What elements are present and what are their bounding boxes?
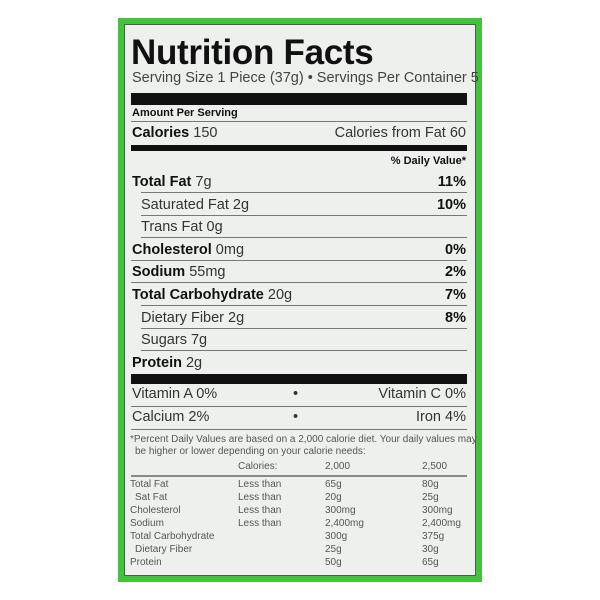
footer-2000-value: 65g bbox=[325, 479, 342, 490]
calories-from-fat: Calories from Fat 60 bbox=[334, 125, 466, 141]
footer-2500-value: 30g bbox=[422, 544, 439, 555]
footer-limit: Less than bbox=[238, 479, 282, 490]
nutrient-amount: 20g bbox=[267, 287, 293, 303]
footer-2000-value: 300g bbox=[325, 531, 348, 542]
nutrient-amount: 7g bbox=[195, 174, 212, 190]
nutrient-amount: 0mg bbox=[215, 241, 245, 258]
amount-per-serving: Amount Per Serving bbox=[132, 107, 238, 119]
vitamin-left: Calcium 2% bbox=[132, 409, 210, 425]
divider bbox=[131, 259, 467, 261]
nutrient-daily-value: 7% bbox=[445, 287, 466, 303]
nutrient-amount: 7g bbox=[190, 332, 208, 349]
nutrient-label: Sugars bbox=[141, 332, 187, 349]
nutrient-amount: 2g bbox=[228, 309, 245, 326]
nutrient-row: Trans Fat 0g bbox=[141, 219, 223, 235]
footer-divider bbox=[131, 475, 467, 477]
calories-label: Calories bbox=[132, 125, 190, 141]
footer-nutrient: Sodium bbox=[130, 518, 164, 529]
divider bbox=[141, 350, 467, 352]
vitamin-right: Vitamin C 0% bbox=[378, 386, 466, 402]
footer-2500: 2,500 bbox=[422, 461, 448, 472]
footnote-line-1: *Percent Daily Values are based on a 2,0… bbox=[130, 434, 477, 445]
footer-2500-value: 2,400mg bbox=[422, 518, 461, 529]
nutrient-label: Protein bbox=[132, 354, 182, 371]
nutrient-row: Protein 2g bbox=[132, 355, 202, 371]
nutrient-daily-value: 0% bbox=[445, 241, 466, 258]
footer-nutrient: Total Fat bbox=[130, 479, 169, 490]
nutrient-row: Total Carbohydrate 20g bbox=[132, 287, 292, 303]
nutrient-amount: 2g bbox=[185, 354, 203, 371]
footer-2500-value: 375g bbox=[422, 531, 445, 542]
divider bbox=[141, 237, 467, 239]
footer-2500-value: 25g bbox=[422, 492, 439, 503]
footer-nutrient: Total Carbohydrate bbox=[130, 531, 215, 542]
vitamin-left: Vitamin A 0% bbox=[132, 386, 218, 402]
divider bbox=[141, 305, 467, 306]
nutrient-daily-value: 2% bbox=[445, 264, 466, 281]
nutrient-amount: 2g bbox=[232, 196, 250, 213]
nutrient-label: Dietary Fiber bbox=[141, 309, 224, 326]
divider bbox=[131, 121, 467, 122]
nutrient-row: Sodium 55mg bbox=[132, 264, 225, 280]
footer-2000: 2,000 bbox=[325, 461, 351, 472]
nutrient-row: Total Fat 7g bbox=[132, 174, 212, 190]
nutrient-row: Sugars 7g bbox=[141, 332, 207, 348]
daily-value-header: % Daily Value* bbox=[390, 155, 466, 167]
nutrient-label: Total Fat bbox=[132, 174, 192, 190]
calories-row: Calories 150 bbox=[132, 125, 217, 141]
footer-calories-label: Calories: bbox=[238, 461, 278, 472]
footer-2500-value: 300mg bbox=[422, 505, 453, 516]
footer-nutrient: Sat Fat bbox=[135, 492, 168, 503]
footer-nutrient: Protein bbox=[130, 557, 162, 568]
nutrient-label: Cholesterol bbox=[132, 241, 212, 258]
footer-limit: Less than bbox=[238, 505, 282, 516]
calories-value: 150 bbox=[193, 125, 218, 141]
footnote-line-2: be higher or lower depending on your cal… bbox=[135, 446, 366, 457]
nutrient-daily-value: 11% bbox=[437, 174, 466, 190]
footer-2000-value: 25g bbox=[325, 544, 342, 555]
serving-info: Serving Size 1 Piece (37g) • Servings Pe… bbox=[132, 70, 479, 86]
divider bbox=[141, 327, 467, 329]
footer-limit: Less than bbox=[238, 492, 282, 503]
nutrient-label: Saturated Fat bbox=[141, 196, 229, 213]
footer-nutrient: Dietary Fiber bbox=[135, 544, 193, 555]
bullet: • bbox=[293, 409, 299, 425]
thick-divider bbox=[131, 93, 467, 105]
vitamin-right: Iron 4% bbox=[416, 409, 466, 425]
nutrient-daily-value: 8% bbox=[445, 309, 466, 326]
bullet: • bbox=[293, 386, 299, 402]
nutrient-row: Dietary Fiber 2g bbox=[141, 310, 244, 326]
medium-divider bbox=[131, 145, 467, 151]
thick-divider bbox=[131, 374, 467, 384]
divider bbox=[141, 192, 467, 193]
divider bbox=[131, 282, 467, 284]
nutrient-row: Saturated Fat 2g bbox=[141, 197, 249, 213]
divider bbox=[131, 406, 467, 407]
footer-2500-value: 80g bbox=[422, 479, 439, 490]
nutrient-label: Sodium bbox=[132, 264, 186, 281]
nutrient-row: Cholesterol 0mg bbox=[132, 242, 244, 258]
footer-2000-value: 20g bbox=[325, 492, 342, 503]
footer-2000-value: 2,400mg bbox=[325, 518, 364, 529]
footer-nutrient: Cholesterol bbox=[130, 505, 181, 516]
nutrient-label: Trans Fat bbox=[141, 219, 203, 236]
footer-2500-value: 65g bbox=[422, 557, 439, 568]
divider bbox=[131, 429, 467, 430]
nutrition-label: Nutrition Facts Serving Size 1 Piece (37… bbox=[124, 24, 479, 576]
footer-2000-value: 300mg bbox=[325, 505, 356, 516]
nutrient-amount: 0g bbox=[206, 219, 223, 236]
divider bbox=[141, 214, 467, 216]
footer-limit: Less than bbox=[238, 518, 282, 529]
footer-2000-value: 50g bbox=[325, 557, 342, 568]
label-title: Nutrition Facts bbox=[131, 33, 374, 72]
nutrient-label: Total Carbohydrate bbox=[132, 287, 264, 303]
nutrient-daily-value: 10% bbox=[436, 196, 466, 213]
nutrient-amount: 55mg bbox=[189, 264, 226, 281]
